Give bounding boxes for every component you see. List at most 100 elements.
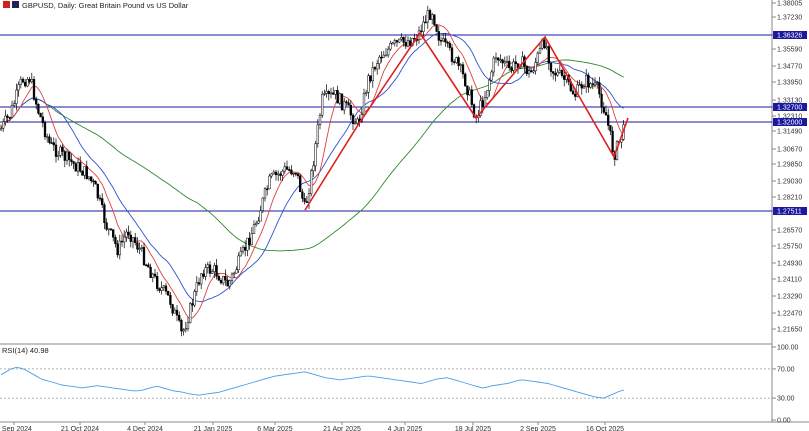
candle-body <box>4 115 7 122</box>
candle-body <box>39 113 42 118</box>
candle-body <box>268 175 271 190</box>
candle-body <box>244 246 247 251</box>
candle-body <box>437 31 440 41</box>
rsi-tick-label: 30.00 <box>777 396 795 403</box>
candle-body <box>193 291 196 306</box>
candle-body <box>367 75 370 93</box>
candle-body <box>395 40 399 43</box>
candle-body <box>195 282 198 292</box>
candle-body <box>76 162 80 172</box>
candle-body <box>404 42 407 47</box>
price-tick-label: 1.28210 <box>777 195 802 202</box>
candle-body <box>158 288 161 291</box>
candle-body <box>61 146 64 152</box>
candle-body <box>301 191 304 199</box>
candle-body <box>558 70 561 73</box>
candle-body <box>263 188 267 199</box>
candle-body <box>134 237 137 244</box>
candle-body <box>246 237 249 251</box>
candle-body <box>439 40 443 42</box>
candle-body <box>169 294 172 305</box>
candle-body <box>112 229 115 238</box>
candle-body <box>464 73 467 87</box>
candle-body <box>217 276 220 281</box>
zigzag-pattern-line[interactable] <box>304 31 629 211</box>
candle-body <box>318 115 322 126</box>
chart-title: GBPUSD, Daily: Great Britain Pound vs US… <box>22 1 189 10</box>
candle-body <box>208 264 212 274</box>
candle-body <box>510 67 513 71</box>
candle-body <box>259 210 262 222</box>
price-level-label: 1.32700 <box>777 105 802 112</box>
candle-body <box>376 63 379 70</box>
candle-body <box>384 54 388 57</box>
candle-body <box>30 79 33 83</box>
candle-body <box>239 250 242 257</box>
candle-body <box>63 151 66 161</box>
price-level-box <box>773 118 807 126</box>
candle-body <box>602 107 605 113</box>
candle-body <box>211 271 214 274</box>
candle-body <box>501 59 504 64</box>
candle-body <box>290 169 293 175</box>
time-tick-label: 21 Oct 2024 <box>61 426 99 431</box>
candle-body <box>393 40 396 44</box>
candle-body <box>582 86 586 89</box>
candle-body <box>600 93 603 108</box>
candle-body <box>125 231 128 238</box>
candle-body <box>250 233 253 245</box>
candle-body <box>149 266 152 278</box>
candle-body <box>450 47 454 62</box>
rsi-label: RSI(14) 40.98 <box>2 346 49 355</box>
candle-body <box>72 161 75 164</box>
candle-body <box>175 309 179 316</box>
candle-body <box>57 155 60 157</box>
candle-body <box>266 188 269 191</box>
candle-body <box>281 170 284 176</box>
candle-body <box>107 228 110 231</box>
rsi-polyline <box>0 366 625 399</box>
candle-body <box>235 269 238 274</box>
candle-body <box>382 54 385 58</box>
candle-body <box>338 93 341 104</box>
pattern-lines[interactable] <box>304 31 629 211</box>
candle-body <box>591 83 594 86</box>
candle-body <box>173 309 176 314</box>
candle-body <box>325 91 328 94</box>
candle-body <box>274 171 278 176</box>
candle-body <box>490 71 493 81</box>
price-tick-label: 1.29030 <box>777 179 802 186</box>
candle-body <box>79 162 82 172</box>
candle-body <box>241 246 245 252</box>
candle-body <box>32 79 36 100</box>
candle-body <box>598 82 601 95</box>
candle-body <box>607 114 610 126</box>
price-tick-label: 1.29850 <box>777 162 802 169</box>
candle-body <box>609 125 612 132</box>
candle-body <box>189 303 192 323</box>
moving-average-slow <box>0 59 624 252</box>
candle-body <box>580 84 583 89</box>
candle-body <box>329 92 333 95</box>
candle-body <box>536 52 539 63</box>
candle-body <box>380 56 383 59</box>
candle-body <box>571 90 575 95</box>
candle-body <box>257 220 260 224</box>
candle-body <box>336 90 339 104</box>
time-axis-labels: 5 Sep 2024 21 Oct 2024 4 Dec 2024 21 Jan 20… <box>0 422 624 431</box>
candle-body <box>171 304 174 314</box>
candle-body <box>26 79 29 87</box>
candle-body <box>17 84 20 91</box>
candle-body <box>272 171 275 175</box>
candle-body <box>101 198 104 206</box>
candle-body <box>228 280 231 287</box>
candle-body <box>52 142 55 146</box>
price-level-box <box>773 207 807 215</box>
time-tick-label: 21 Apr 2025 <box>323 426 361 431</box>
candle-body <box>587 75 590 88</box>
candle-body <box>160 287 163 291</box>
candle-body <box>85 166 88 179</box>
candle-body <box>305 201 308 203</box>
candle-body <box>552 71 555 74</box>
